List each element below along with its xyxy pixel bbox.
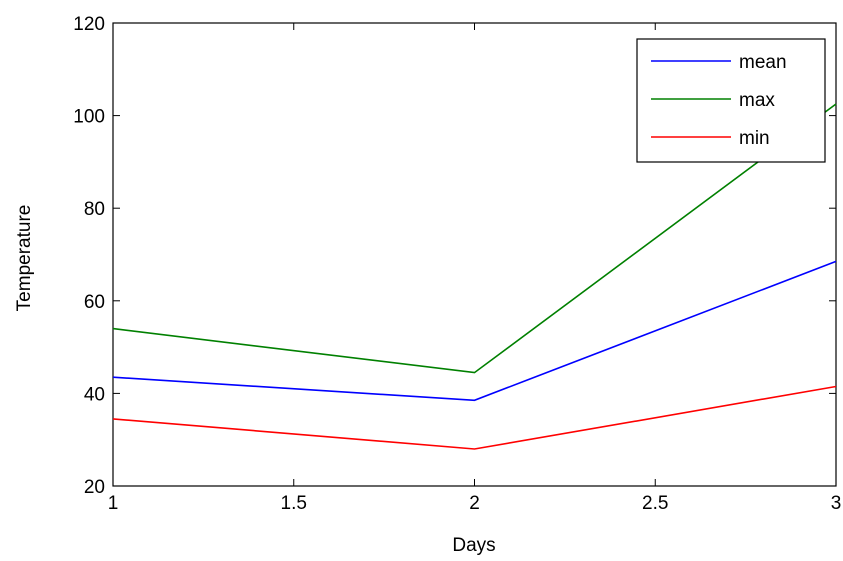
legend-label-max: max <box>739 90 775 111</box>
x-tick-label: 2 <box>469 493 480 514</box>
y-tick-label: 100 <box>73 107 105 128</box>
legend: mean max min <box>636 38 826 163</box>
x-tick-label: 3 <box>831 493 842 514</box>
series-line-min <box>112 385 837 450</box>
y-tick-label: 40 <box>84 384 105 405</box>
axis-ticks: 1 1.5 2 2.5 3 20 40 60 80 100 120 <box>73 14 841 514</box>
series-lines <box>112 103 837 450</box>
x-tick-label: 1.5 <box>281 493 307 514</box>
legend-label-min: min <box>739 128 770 149</box>
y-tick-label: 60 <box>84 292 105 313</box>
y-tick-label: 80 <box>84 199 105 220</box>
x-tick-label: 1 <box>108 493 119 514</box>
y-tick-label: 20 <box>84 477 105 498</box>
legend-box <box>636 38 826 163</box>
x-tick-label: 2.5 <box>642 493 668 514</box>
y-axis-label: Temperature <box>14 205 35 312</box>
legend-label-mean: mean <box>739 52 787 73</box>
series-line-mean <box>112 260 837 402</box>
y-tick-label: 120 <box>73 14 105 35</box>
series-line-max <box>112 103 837 374</box>
x-axis-label: Days <box>452 535 495 556</box>
